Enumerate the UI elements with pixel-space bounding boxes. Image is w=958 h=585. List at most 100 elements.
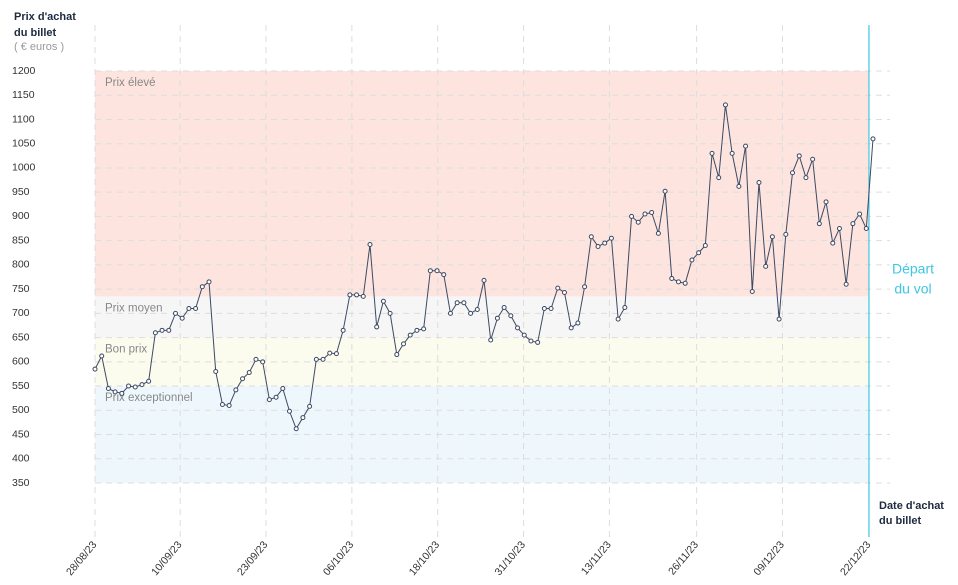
price-point	[461, 300, 467, 306]
y-tick-label: 1150	[12, 89, 35, 101]
price-point	[454, 300, 460, 306]
price-point	[119, 390, 125, 396]
price-point	[179, 315, 185, 321]
price-point	[360, 293, 366, 299]
price-point	[803, 175, 809, 181]
y-axis-title: Prix d'achat	[14, 11, 76, 23]
price-point	[199, 284, 205, 290]
price-point	[622, 305, 628, 311]
x-tick-label: 28/08/23	[64, 539, 100, 578]
price-point	[293, 426, 299, 432]
y-tick-label: 700	[12, 307, 30, 319]
price-point	[99, 353, 105, 359]
price-point	[716, 175, 722, 181]
y-tick-label: 1100	[12, 113, 35, 125]
price-point	[595, 243, 601, 249]
price-point	[702, 242, 708, 248]
price-point	[790, 170, 796, 176]
price-point	[246, 369, 252, 375]
x-axis-title: Date d'achat	[879, 500, 944, 512]
price-point	[374, 324, 380, 330]
price-point	[219, 401, 225, 407]
price-point	[863, 226, 869, 232]
price-point	[722, 102, 728, 108]
price-point	[850, 221, 856, 227]
band-label: Prix exceptionnel	[105, 392, 193, 404]
price-point	[689, 257, 695, 263]
price-point	[414, 327, 420, 333]
y-tick-label: 750	[12, 283, 30, 295]
price-point	[387, 310, 393, 316]
band-label: Prix moyen	[105, 302, 163, 314]
price-point	[655, 230, 661, 236]
price-point	[434, 268, 440, 274]
price-point	[763, 263, 769, 269]
price-point	[313, 356, 319, 362]
price-point	[816, 221, 822, 227]
price-point	[608, 235, 614, 241]
price-point	[635, 219, 641, 225]
price-point	[696, 250, 702, 256]
price-point	[407, 332, 413, 338]
x-axis-title: du billet	[879, 515, 922, 527]
x-tick-label: 31/10/23	[493, 539, 529, 578]
price-point	[615, 316, 621, 322]
price-point	[649, 210, 655, 216]
price-point	[401, 341, 407, 347]
y-tick-label: 500	[12, 404, 30, 416]
price-point	[126, 383, 132, 389]
price-point	[709, 150, 715, 156]
price-point	[535, 339, 541, 345]
price-point	[494, 315, 500, 321]
price-point	[857, 211, 863, 217]
price-point	[508, 313, 514, 319]
y-tick-label: 1200	[12, 65, 36, 77]
price-point	[575, 320, 581, 326]
price-point	[870, 136, 876, 142]
y-axis-unit: ( € euros )	[14, 41, 64, 53]
price-point	[541, 306, 547, 312]
price-point	[823, 199, 829, 205]
price-point	[307, 403, 313, 409]
departure-label: du vol	[894, 281, 931, 297]
price-point	[333, 351, 339, 357]
price-point	[273, 394, 279, 400]
price-point	[367, 242, 373, 248]
price-point	[380, 298, 386, 304]
price-point	[749, 289, 755, 295]
price-point	[769, 234, 775, 240]
price-point	[602, 240, 608, 246]
x-tick-label: 09/12/23	[751, 539, 787, 578]
x-tick-label: 10/09/23	[149, 539, 185, 578]
price-point	[521, 332, 527, 338]
y-tick-label: 850	[12, 234, 30, 246]
band-label: Bon prix	[105, 344, 147, 356]
y-tick-label: 350	[12, 477, 30, 489]
price-point	[206, 279, 212, 285]
price-point	[743, 143, 749, 149]
price-point	[193, 306, 199, 312]
price-point	[561, 290, 567, 296]
price-point	[555, 285, 561, 291]
price-point	[347, 292, 353, 298]
price-point	[427, 268, 433, 274]
price-point	[340, 327, 346, 333]
y-tick-label: 1050	[12, 137, 36, 149]
band-label: Prix élevé	[105, 77, 156, 89]
y-tick-label: 900	[12, 210, 30, 222]
price-point	[447, 310, 453, 316]
price-band	[95, 296, 869, 338]
price-point	[548, 306, 554, 312]
y-tick-label: 800	[12, 259, 30, 271]
price-point	[260, 359, 266, 365]
x-tick-label: 23/09/23	[235, 539, 271, 578]
y-tick-label: 400	[12, 453, 30, 465]
x-tick-label: 22/12/23	[838, 539, 874, 578]
price-point	[629, 213, 635, 219]
price-point	[152, 330, 158, 336]
y-axis-title: du billet	[14, 27, 57, 39]
price-point	[588, 234, 594, 240]
price-point	[528, 338, 534, 344]
price-point	[488, 337, 494, 343]
